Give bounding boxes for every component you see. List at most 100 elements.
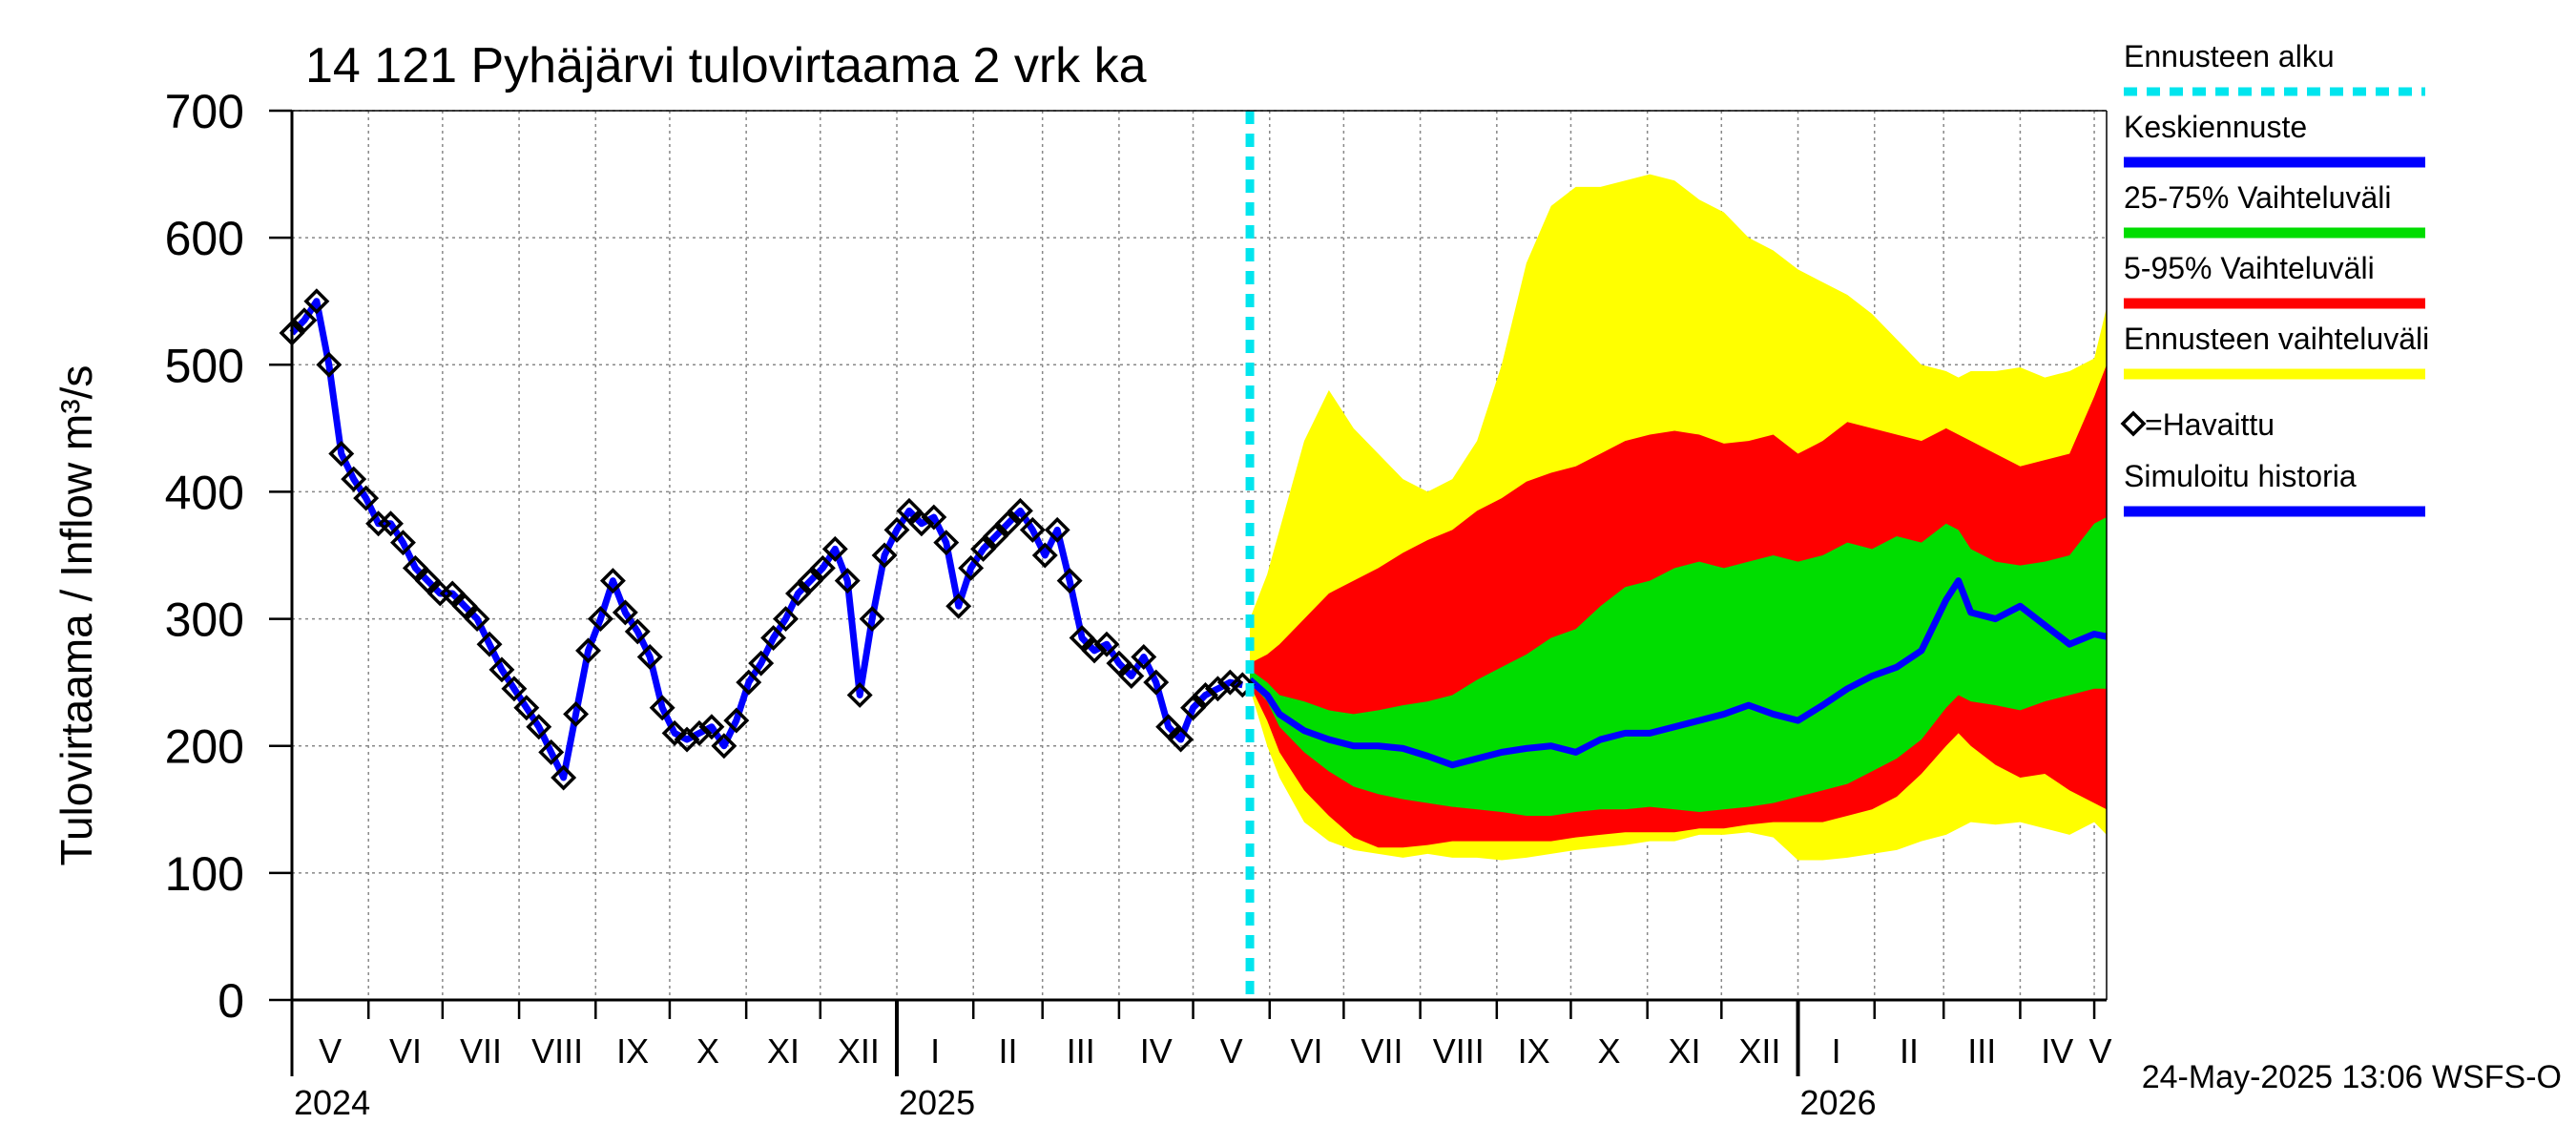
legend-label: 25-75% Vaihteluväli	[2124, 180, 2391, 215]
observed-point	[797, 568, 823, 594]
simulated-history-line	[289, 298, 1243, 781]
month-label: IV	[1140, 1031, 1173, 1071]
observed-point	[773, 606, 800, 633]
band-25-75	[1250, 517, 2107, 816]
observed-point	[760, 625, 787, 652]
observed-point	[513, 695, 540, 721]
observed-point	[451, 593, 478, 619]
month-label: IX	[1518, 1031, 1550, 1071]
observed-point	[945, 593, 972, 619]
observed-point	[896, 497, 923, 524]
observed-point	[871, 542, 898, 569]
month-label: XII	[838, 1031, 880, 1071]
observed-point	[921, 504, 947, 531]
observed-point	[748, 650, 775, 677]
observed-point	[1019, 516, 1046, 543]
observed-point	[563, 700, 590, 727]
observed-point	[983, 523, 1008, 550]
month-label: X	[1598, 1031, 1621, 1071]
observed-point	[1007, 497, 1033, 524]
observed-point	[464, 606, 490, 633]
observed-point	[958, 554, 985, 581]
observed-point	[476, 631, 503, 657]
year-label: 2024	[294, 1083, 370, 1122]
month-label: XI	[767, 1031, 800, 1071]
observed-point	[587, 606, 613, 633]
observed-point	[439, 580, 466, 607]
observed-point	[1168, 726, 1195, 753]
observed-point	[1131, 644, 1157, 670]
month-label: XII	[1738, 1031, 1780, 1071]
month-label: VIII	[1433, 1031, 1485, 1071]
axes	[290, 110, 2108, 1076]
observed-point	[933, 530, 960, 556]
observed-point	[970, 535, 997, 562]
observed-point	[551, 764, 577, 791]
observed-point	[1118, 663, 1145, 689]
legend-marker-observed	[2120, 410, 2147, 437]
observed-point	[1229, 672, 1256, 698]
observed-point	[723, 707, 750, 734]
observed-point	[414, 568, 441, 594]
observed-point	[736, 669, 762, 696]
month-label: II	[1900, 1031, 1919, 1071]
timestamp: 24-May-2025 13:06 WSFS-O	[2142, 1059, 2562, 1095]
month-label: V	[1220, 1031, 1243, 1071]
month-label: X	[696, 1031, 719, 1071]
observed-point	[1056, 568, 1083, 594]
observed-point	[488, 656, 515, 683]
observed-point	[821, 535, 848, 562]
observed-point	[575, 637, 602, 664]
month-label: IV	[2041, 1031, 2073, 1071]
observed-point	[328, 441, 355, 467]
year-label: 2026	[1800, 1083, 1877, 1122]
observed-point	[846, 681, 873, 708]
observed-point	[1044, 516, 1070, 543]
observed-point	[303, 288, 330, 315]
observed-point	[316, 351, 343, 378]
month-label: VII	[1361, 1031, 1402, 1071]
observed-point	[1106, 650, 1132, 677]
observed-point	[599, 568, 626, 594]
legend: Ennusteen alku Keskiennuste 25-75% Vaihtel…	[2120, 39, 2429, 517]
observed-point	[859, 606, 885, 633]
legend-label: Ennusteen vaihteluväli	[2124, 322, 2429, 356]
observed-point	[834, 568, 861, 594]
y-axis-label: Tulovirtaama / Inflow m³/s	[52, 365, 101, 866]
month-label: XI	[1668, 1031, 1700, 1071]
observed-point	[538, 739, 565, 765]
legend-label: =Havaittu	[2145, 407, 2275, 442]
month-label: IX	[616, 1031, 649, 1071]
observed-point	[661, 719, 688, 746]
observed-point	[1031, 542, 1058, 569]
month-label: V	[2089, 1031, 2112, 1071]
observed-point	[612, 599, 638, 626]
observed-point	[994, 510, 1021, 537]
month-label: V	[319, 1031, 342, 1071]
observed-point	[389, 530, 416, 556]
observed-point	[785, 580, 811, 607]
observed-point	[636, 644, 663, 670]
observed-point	[649, 695, 675, 721]
observed-point	[624, 618, 651, 645]
forecast-bands	[1250, 174, 2107, 861]
y-tick-label: 200	[165, 720, 244, 774]
y-tick-label: 300	[165, 593, 244, 647]
month-label: I	[1832, 1031, 1841, 1071]
y-tick-label: 700	[165, 85, 244, 138]
mean-forecast-line	[1247, 577, 2108, 769]
month-label: III	[1067, 1031, 1095, 1071]
observed-point	[883, 516, 910, 543]
observed-point	[526, 714, 552, 740]
observed-point	[501, 676, 528, 702]
observed-point	[378, 510, 404, 537]
observed-point	[291, 307, 318, 334]
observed-markers	[279, 288, 1256, 791]
observed-point	[1180, 695, 1207, 721]
legend-label: Keskiennuste	[2124, 110, 2307, 144]
legend-label: Simuloitu historia	[2124, 459, 2357, 493]
chart-title: 14 121 Pyhäjärvi tulovirtaama 2 vrk ka	[305, 38, 1147, 94]
observed-point	[711, 733, 737, 760]
year-label: 2025	[899, 1083, 975, 1122]
